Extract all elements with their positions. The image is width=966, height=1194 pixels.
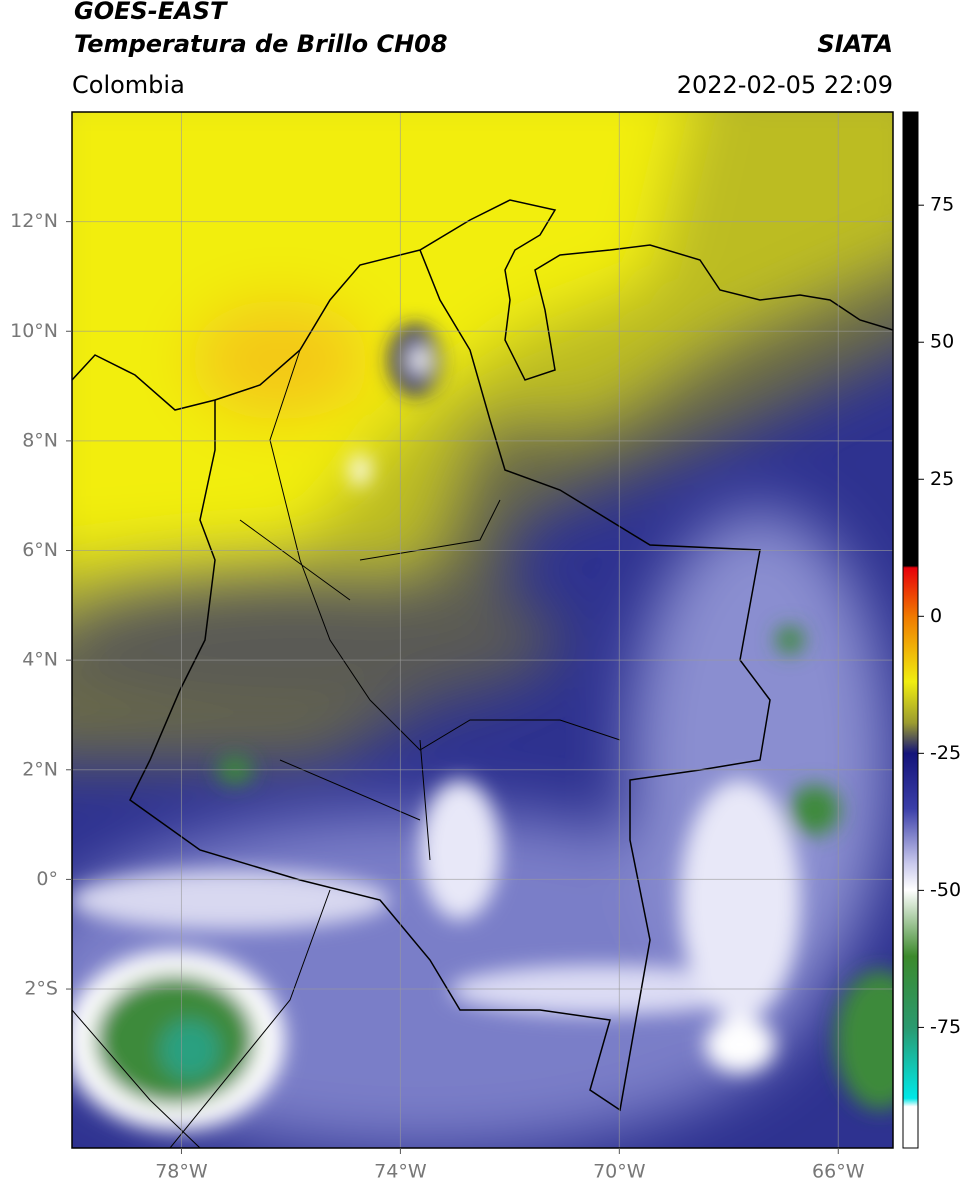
x-tick-label: 78°W (155, 1161, 208, 1183)
colorbar-tick-label: -75 (930, 1016, 961, 1038)
colorbar-tick-label: -50 (930, 879, 961, 901)
colorbar-tick-label: 50 (930, 331, 954, 353)
y-tick-label: 8°N (22, 429, 58, 451)
satellite-image (72, 112, 893, 1148)
colorbar-tick-label: 0 (930, 605, 942, 627)
colorbar-tick-label: -25 (930, 742, 961, 764)
y-tick-label: 2°S (24, 978, 58, 1000)
y-tick-label: 12°N (10, 210, 58, 232)
x-tick-label: 66°W (812, 1161, 865, 1183)
x-tick-label: 70°W (593, 1161, 646, 1183)
colorbar (902, 111, 919, 1149)
colorbar-tick-label: 25 (930, 468, 954, 490)
colorbar-tick-label: 75 (930, 194, 954, 216)
y-tick-label: 4°N (22, 649, 58, 671)
y-tick-label: 2°N (22, 758, 58, 780)
y-tick-label: 6°N (22, 539, 58, 561)
subtitle: Temperatura de Brillo CH08 (74, 30, 448, 58)
source: SIATA (817, 30, 893, 58)
map-frame (71, 111, 894, 1149)
x-tick-label: 74°W (374, 1161, 427, 1183)
title: GOES-EAST (74, 0, 228, 25)
datetime: 2022-02-05 22:09 (677, 71, 893, 99)
y-tick-label: 0° (36, 868, 58, 890)
region: Colombia (72, 71, 185, 99)
y-tick-label: 10°N (10, 320, 58, 342)
